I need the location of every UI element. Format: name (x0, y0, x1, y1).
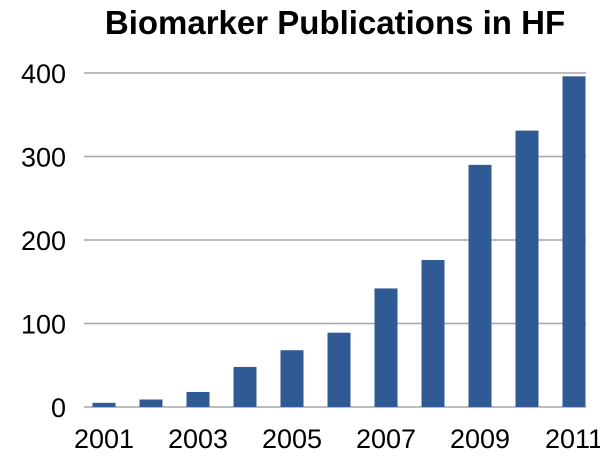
y-axis-ticks: 0 100 200 300 400 (21, 59, 66, 423)
bar-2006 (327, 332, 351, 407)
bar-2007 (374, 288, 398, 407)
bar-2002 (139, 399, 163, 407)
x-tick-label: 2011 (545, 424, 600, 454)
y-tick-label: 400 (21, 59, 66, 89)
bars (92, 76, 586, 408)
chart-title: Biomarker Publications in HF (104, 4, 566, 41)
y-tick-label: 200 (21, 226, 66, 256)
x-tick-label: 2007 (356, 424, 416, 454)
x-tick-label: 2009 (450, 424, 510, 454)
x-axis-ticks: 2001 2003 2005 2007 2009 2011 (74, 424, 600, 454)
x-tick-label: 2003 (168, 424, 228, 454)
bar-2001 (92, 402, 116, 407)
y-tick-label: 0 (51, 393, 66, 423)
gridlines (84, 72, 586, 408)
x-tick-label: 2001 (74, 424, 134, 454)
bar-2009 (468, 164, 492, 407)
bar-2010 (515, 130, 539, 408)
bar-2008 (421, 260, 445, 407)
bar-2005 (280, 350, 304, 407)
bar-2004 (233, 366, 257, 407)
y-tick-label: 300 (21, 143, 66, 173)
x-tick-label: 2005 (262, 424, 322, 454)
bar-2011 (562, 76, 586, 407)
y-tick-label: 100 (21, 310, 66, 340)
bar-2003 (186, 391, 210, 407)
